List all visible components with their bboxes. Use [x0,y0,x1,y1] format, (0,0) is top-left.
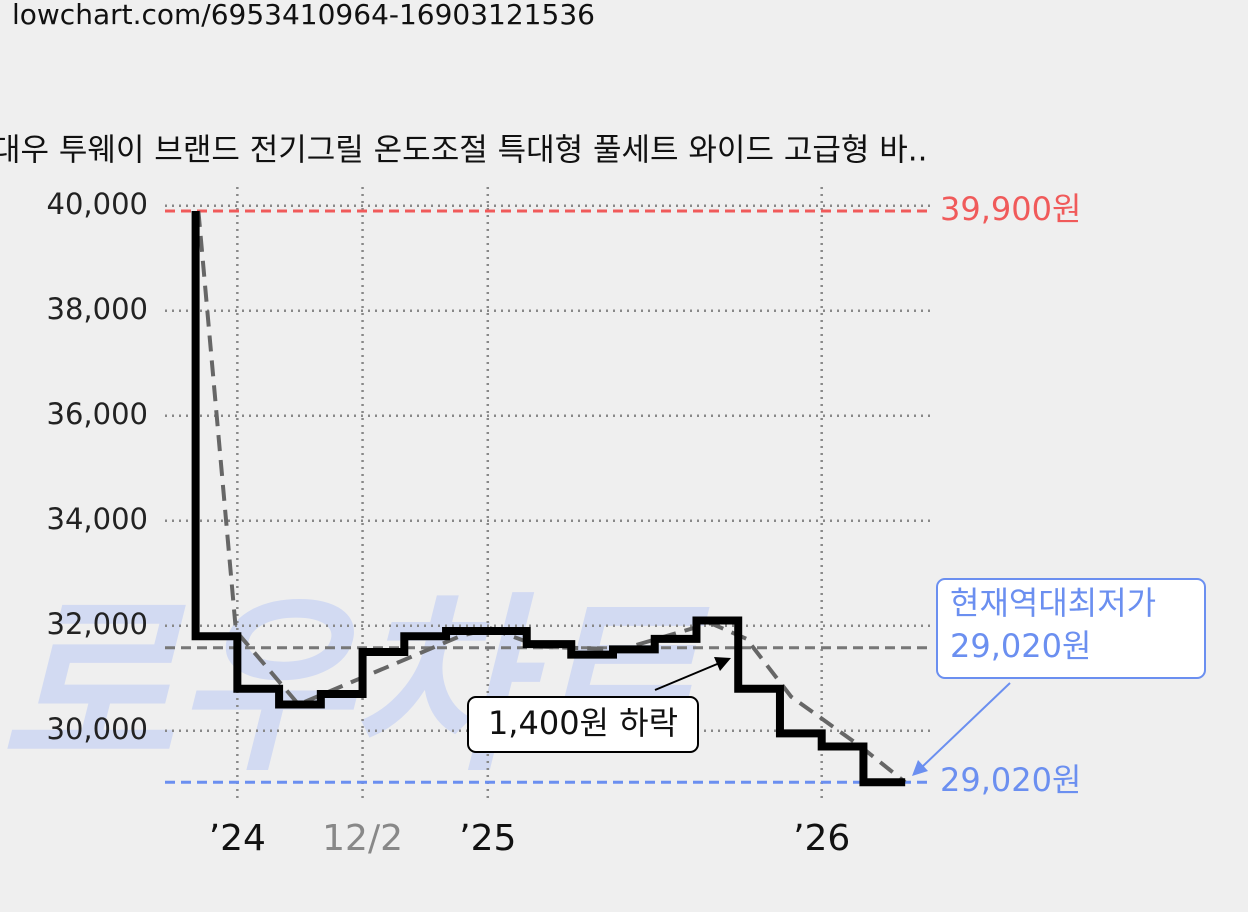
y-tick-label: 34,000 [47,502,148,536]
callout-arrow [921,682,1011,768]
reference-label: 29,020원 [940,761,1081,799]
price-line [191,211,906,787]
x-tick-label: 12/2 [322,818,403,859]
y-tick-label: 36,000 [47,397,148,431]
callout-text: 29,020원 [950,627,1091,665]
reference-label: 39,900원 [940,190,1081,228]
x-tick-label: ’26 [793,818,850,859]
watermark: 로우차트 [0,576,710,797]
callout-box [936,578,1206,679]
x-tick-label: ’24 [209,818,266,859]
annotation-arrow [654,661,723,691]
y-tick-label: 30,000 [47,712,148,746]
callout-arrowhead [912,760,928,776]
url: lowchart.com/6953410964-16903121536 [12,0,595,31]
x-tick-label: ’25 [459,818,516,859]
y-tick-label: 40,000 [47,187,148,221]
y-tick-label: 38,000 [47,292,148,326]
callout-text: 현재역대최저가 [950,584,1156,622]
trend-line [196,210,907,784]
chart-title: 대우 투웨이 브랜드 전기그릴 온도조절 특대형 풀세트 와이드 고급형 바.. [0,133,927,169]
annotation-text: 1,400원 하락 [488,704,678,742]
annotation-box [467,696,699,753]
annotation-arrowhead [714,657,731,671]
y-tick-label: 32,000 [47,607,148,641]
